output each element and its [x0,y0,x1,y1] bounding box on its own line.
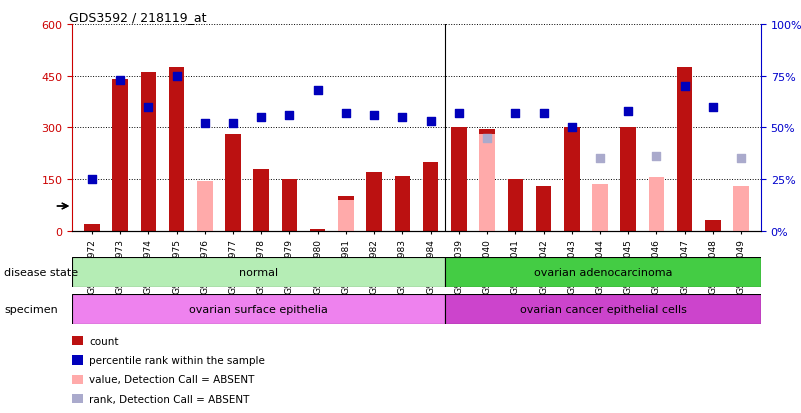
Bar [338,197,354,231]
Bar [508,180,523,231]
Point [594,156,606,162]
Bar [338,200,354,231]
Bar [705,221,721,231]
Bar [225,135,241,231]
Text: ovarian surface epithelia: ovarian surface epithelia [189,304,328,314]
Bar [84,224,99,231]
Bar [253,169,269,231]
Point [481,135,493,142]
Text: value, Detection Call = ABSENT: value, Detection Call = ABSENT [89,375,254,385]
Text: rank, Detection Call = ABSENT: rank, Detection Call = ABSENT [89,394,249,404]
Bar [197,181,212,231]
Text: ovarian adenocarcinoma: ovarian adenocarcinoma [533,267,672,277]
Text: normal: normal [239,267,278,277]
Point [114,77,127,84]
Point [142,104,155,111]
Bar [112,80,128,231]
Point [678,83,691,90]
Bar [564,128,580,231]
Point [735,156,747,162]
Point [706,104,719,111]
Bar [536,187,551,231]
Bar [451,128,467,231]
Point [368,112,380,119]
Point [340,110,352,117]
Bar [423,162,438,231]
Point [199,121,211,127]
Point [86,176,99,183]
Point [622,108,634,115]
Point [509,110,521,117]
Text: specimen: specimen [4,304,58,314]
Point [650,154,663,160]
Point [425,119,437,125]
FancyBboxPatch shape [445,257,761,287]
Point [170,73,183,80]
Bar [649,204,664,231]
Bar [169,68,184,231]
Bar [479,130,495,231]
FancyBboxPatch shape [72,294,445,324]
Point [227,121,239,127]
Bar [592,185,608,231]
Bar [395,176,410,231]
Point [453,110,465,117]
Text: GDS3592 / 218119_at: GDS3592 / 218119_at [69,11,206,24]
FancyBboxPatch shape [72,257,445,287]
Bar [366,173,382,231]
Bar [592,204,608,231]
Point [566,125,578,131]
FancyBboxPatch shape [445,294,761,324]
Bar [479,135,495,231]
Bar [734,187,749,231]
Point [255,114,268,121]
Bar [621,128,636,231]
Bar [282,180,297,231]
Point [396,114,409,121]
Point [537,110,550,117]
Bar [310,230,325,231]
Text: count: count [89,336,119,346]
Bar [677,68,693,231]
Bar [197,230,212,231]
Point [312,88,324,94]
Point [283,112,296,119]
Bar [140,73,156,231]
Bar [734,204,749,231]
Text: ovarian cancer epithelial cells: ovarian cancer epithelial cells [520,304,686,314]
Bar [649,178,664,231]
Text: percentile rank within the sample: percentile rank within the sample [89,355,265,365]
Text: disease state: disease state [4,267,78,277]
